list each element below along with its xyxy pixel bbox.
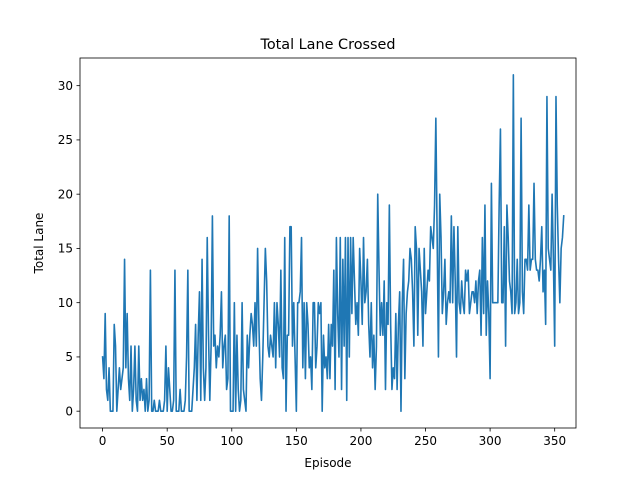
- x-tick-label: 350: [543, 434, 566, 448]
- x-tick-label: 50: [160, 434, 175, 448]
- y-tick-label: 5: [65, 350, 73, 364]
- x-tick-label: 250: [414, 434, 437, 448]
- y-tick-label: 10: [58, 296, 73, 310]
- x-tick-label: 100: [220, 434, 243, 448]
- y-tick-label: 20: [58, 187, 73, 201]
- y-tick-label: 15: [58, 242, 73, 256]
- x-axis: 0 50 100 150 200 250 300 350: [99, 428, 566, 448]
- x-tick-label: 200: [349, 434, 372, 448]
- axes-frame: [79, 57, 577, 429]
- x-tick-label: 150: [285, 434, 308, 448]
- chart-title: Total Lane Crossed: [259, 37, 395, 53]
- x-axis-label: Episode: [304, 456, 351, 470]
- y-tick-label: 0: [65, 404, 73, 418]
- series-line: [101, 74, 565, 412]
- x-tick-label: 300: [479, 434, 502, 448]
- y-tick-label: 30: [58, 79, 73, 93]
- y-axis: 0 5 10 15 20 25 30: [58, 79, 80, 418]
- x-tick-label: 0: [99, 434, 107, 448]
- plot-area: [79, 57, 577, 429]
- y-axis-label: Total Lane: [32, 213, 46, 275]
- y-tick-label: 25: [58, 133, 73, 147]
